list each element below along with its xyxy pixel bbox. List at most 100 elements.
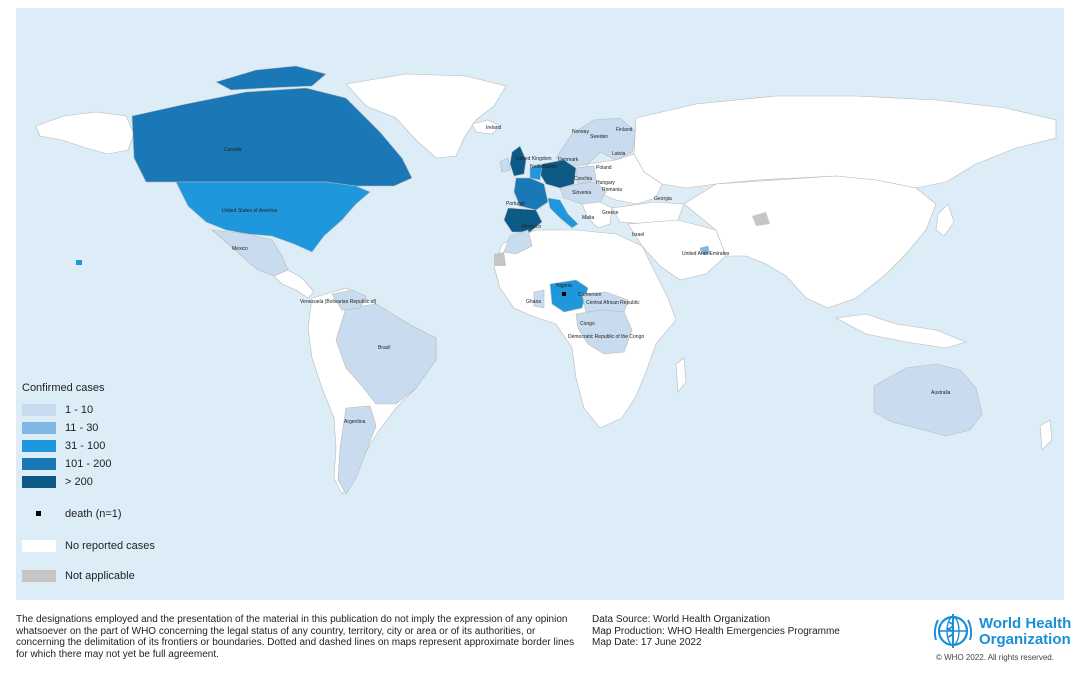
central-europe-shape[interactable] bbox=[559, 181, 607, 205]
congo-drc-shape[interactable] bbox=[575, 309, 633, 355]
asia-main[interactable] bbox=[683, 175, 937, 309]
morocco-shape[interactable] bbox=[503, 229, 533, 255]
scandinavia[interactable] bbox=[555, 117, 637, 167]
legend-swatch bbox=[22, 422, 56, 434]
world-map-svg: Canada United States of America Mexico V… bbox=[35, 65, 1057, 495]
legend-item-no-cases: No reported cases bbox=[22, 540, 222, 554]
who-name-line2: Organization bbox=[979, 631, 1071, 648]
australia-shape[interactable] bbox=[873, 363, 983, 437]
italy-shape[interactable] bbox=[547, 197, 579, 229]
legend-label: 31 - 100 bbox=[65, 440, 106, 452]
legend-label: 11 - 30 bbox=[65, 422, 99, 434]
legend-label: 101 - 200 bbox=[65, 458, 112, 470]
japan[interactable] bbox=[935, 203, 955, 237]
ireland-shape[interactable] bbox=[499, 157, 511, 173]
central-america[interactable] bbox=[273, 269, 315, 299]
label-morocco: Morocco bbox=[522, 224, 541, 230]
benelux-shape[interactable] bbox=[529, 163, 543, 181]
map-production: Map Production: WHO Health Emergencies P… bbox=[592, 625, 840, 637]
legend-item-1-10: 1 - 10 bbox=[22, 404, 222, 418]
new-zealand[interactable] bbox=[1039, 419, 1053, 451]
legend-swatch bbox=[22, 440, 56, 452]
madagascar[interactable] bbox=[675, 357, 687, 393]
russia[interactable] bbox=[633, 95, 1057, 189]
iceland[interactable] bbox=[471, 119, 501, 135]
label-hungary: Hungary bbox=[596, 180, 615, 186]
label-georgia: Georgia bbox=[654, 196, 672, 202]
poland-shape[interactable] bbox=[575, 165, 597, 185]
who-name-line1: World Health bbox=[979, 615, 1072, 632]
label-denmark: Denmark bbox=[558, 157, 579, 163]
label-portugal: Portugal bbox=[506, 201, 525, 207]
iberia-shape[interactable] bbox=[503, 207, 543, 233]
germany-shape[interactable] bbox=[539, 159, 577, 189]
western-sahara bbox=[494, 252, 506, 266]
ghana-shape[interactable] bbox=[533, 289, 545, 309]
legend-label: > 200 bbox=[65, 476, 93, 488]
legend-item-not-applicable: Not applicable bbox=[22, 570, 222, 584]
label-israel: Israel bbox=[632, 232, 644, 238]
label-finland: Finland bbox=[616, 127, 633, 133]
label-australia: Australia bbox=[931, 390, 951, 396]
legend-label: No reported cases bbox=[65, 540, 155, 552]
data-source: Data Source: World Health Organization bbox=[592, 614, 771, 625]
label-netherlands: Netherlands bbox=[530, 164, 557, 170]
label-cameroon: Cameroon bbox=[578, 292, 602, 298]
label-drc: Democratic Republic of the Congo bbox=[568, 334, 644, 340]
who-name: World Health Organization bbox=[979, 616, 1071, 648]
arctic-islands[interactable] bbox=[215, 65, 327, 91]
label-car: Central African Republic bbox=[586, 300, 640, 306]
label-congo: Congo bbox=[580, 321, 595, 327]
legend-swatch bbox=[22, 540, 56, 552]
label-nigeria: Nigeria bbox=[556, 283, 572, 289]
middle-east[interactable] bbox=[627, 219, 727, 281]
label-malta: Malta bbox=[582, 215, 594, 221]
nigeria-shape[interactable] bbox=[549, 279, 589, 313]
canada-shape[interactable] bbox=[131, 87, 413, 187]
legend-item-101-200: 101 - 200 bbox=[22, 458, 222, 472]
legend-item-200-plus: > 200 bbox=[22, 476, 222, 490]
hawaii[interactable] bbox=[76, 260, 82, 265]
label-uae: United Arab Emirates bbox=[682, 251, 730, 257]
who-emblem-icon bbox=[933, 614, 973, 648]
legend-label: 1 - 10 bbox=[65, 404, 94, 416]
who-logo[interactable]: World Health Organization bbox=[930, 610, 1071, 654]
greenland[interactable] bbox=[345, 73, 507, 159]
label-greece: Greece bbox=[602, 210, 619, 216]
se-asia-islands[interactable] bbox=[835, 313, 967, 349]
map-date: Map Date: 17 June 2022 bbox=[592, 637, 702, 648]
brazil-shape[interactable] bbox=[335, 303, 437, 405]
label-latvia: Latvia bbox=[612, 151, 626, 157]
usa-shape[interactable] bbox=[175, 181, 371, 253]
label-ireland: Ireland bbox=[486, 125, 502, 131]
world-map: Canada United States of America Mexico V… bbox=[16, 8, 1064, 600]
label-usa: United States of America bbox=[222, 208, 277, 214]
alaska[interactable] bbox=[35, 111, 135, 155]
legend-swatch bbox=[22, 476, 56, 488]
footer: The designations employed and the presen… bbox=[0, 604, 1080, 683]
label-venezuela: Venezuela (Bolivarian Republic of) bbox=[300, 299, 377, 305]
legend-swatch bbox=[22, 458, 56, 470]
disputed-area bbox=[752, 212, 770, 226]
argentina-shape[interactable] bbox=[337, 405, 377, 495]
uk-shape[interactable] bbox=[509, 145, 527, 177]
label-mexico: Mexico bbox=[232, 246, 248, 252]
label-slovenia: Slovenia bbox=[572, 190, 591, 196]
label-brazil: Brazil bbox=[378, 345, 391, 351]
france-shape[interactable] bbox=[513, 177, 549, 211]
venezuela-shape[interactable] bbox=[331, 289, 367, 311]
legend-label: Not applicable bbox=[65, 570, 135, 582]
label-romania: Romania bbox=[602, 187, 622, 193]
legend-item-31-100: 31 - 100 bbox=[22, 440, 222, 454]
uae-shape[interactable] bbox=[699, 245, 711, 255]
copyright: © WHO 2022. All rights reserved. bbox=[936, 653, 1054, 662]
label-argentina: Argentina bbox=[344, 419, 366, 425]
disclaimer-text: The designations employed and the presen… bbox=[16, 614, 575, 660]
label-ghana: Ghana bbox=[526, 299, 541, 305]
balkans-shape[interactable] bbox=[581, 201, 613, 229]
death-marker[interactable] bbox=[562, 292, 566, 296]
label-poland: Poland bbox=[596, 165, 612, 171]
legend-item-death: death (n=1) bbox=[22, 508, 222, 522]
label-czechia: Czechia bbox=[574, 176, 592, 182]
death-icon bbox=[36, 511, 41, 516]
